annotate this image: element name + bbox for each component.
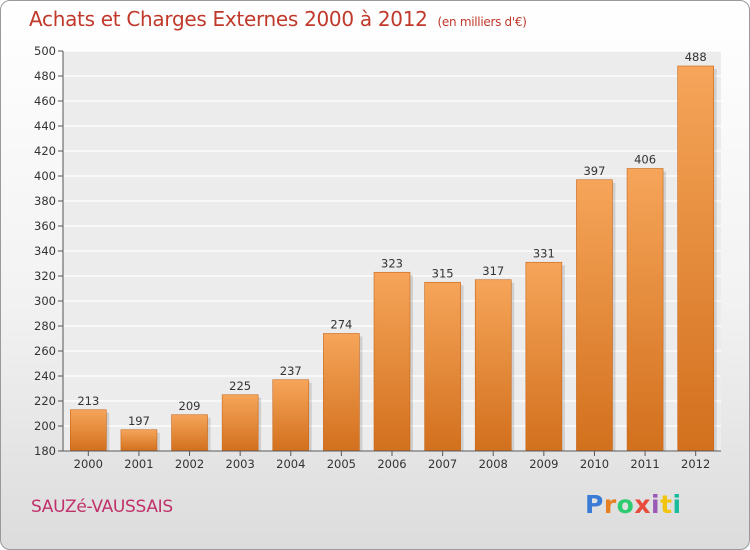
bar-value-label: 488 [685,50,707,64]
bar-value-label: 406 [634,153,656,167]
bar-layer: 213 197 209 225 237 274 323 315 317 331 397 406 488 [70,50,717,452]
bar [221,394,259,452]
axis-layer: 180 200 220 240 260 280 300 320 340 360 380 400 420 4… [34,44,721,471]
x-tick-label: 2004 [276,457,305,471]
bar-value-label: 397 [583,164,605,178]
bar-value-label: 213 [77,394,99,408]
x-tick-label: 2012 [681,457,710,471]
logo-letter: t [660,490,673,519]
logo-letter: i [651,490,661,519]
y-tick-label: 500 [34,44,56,58]
x-tick-label: 2001 [124,457,153,471]
y-tick-label: 200 [34,419,56,433]
y-tick-label: 300 [34,294,56,308]
x-tick-label: 2002 [175,457,204,471]
bar [576,179,613,452]
title-text: Achats et Charges Externes 2000 à 2012 [29,7,428,31]
bar [70,409,107,452]
x-tick-label: 2003 [226,457,255,471]
chart-subtitle: (en milliers d'€) [437,15,527,29]
bar-value-label: 197 [128,414,150,428]
logo-letter: P [585,490,604,519]
x-tick-label: 2005 [327,457,356,471]
y-tick-label: 220 [34,394,56,408]
x-tick-label: 2000 [74,457,103,471]
logo-letter: o [616,490,635,519]
bar [120,429,158,452]
x-tick-label: 2006 [377,457,406,471]
bar [525,261,563,452]
y-tick-label: 420 [34,144,56,158]
y-tick-label: 460 [34,94,56,108]
bar [272,379,310,452]
y-tick-label: 180 [34,444,56,458]
bar [323,333,360,452]
logo-letter: i [672,490,682,519]
bar-value-label: 274 [330,318,352,332]
bar-value-label: 331 [533,246,555,260]
y-tick-label: 380 [34,194,56,208]
bar-value-label: 225 [229,379,251,393]
bar-value-label: 323 [381,256,403,270]
bar [626,168,664,452]
bar [474,279,512,452]
bar [677,65,714,452]
bar-value-label: 317 [482,264,504,278]
logo-letter: x [634,490,651,519]
bar [424,281,461,452]
logo-letter: r [603,490,617,519]
y-tick-label: 260 [34,344,56,358]
y-tick-label: 240 [34,369,56,383]
chart-title: Achats et Charges Externes 2000 à 2012 (e… [29,7,527,31]
x-tick-label: 2010 [580,457,609,471]
bar [171,414,208,452]
x-tick-label: 2008 [479,457,508,471]
x-tick-label: 2011 [630,457,659,471]
x-tick-label: 2007 [428,457,457,471]
bar-value-label: 209 [179,399,201,413]
bar-value-label: 315 [432,266,454,280]
commune-name: SAUZé-VAUSSAIS [31,497,173,517]
proxiti-logo: Proxiti [585,490,682,519]
y-tick-label: 480 [34,69,56,83]
y-tick-label: 400 [34,169,56,183]
y-tick-label: 320 [34,269,56,283]
y-tick-label: 340 [34,244,56,258]
y-tick-label: 280 [34,319,56,333]
y-tick-label: 360 [34,219,56,233]
bar [373,271,411,452]
y-tick-label: 440 [34,119,56,133]
x-tick-label: 2009 [529,457,558,471]
bar-value-label: 237 [280,364,302,378]
